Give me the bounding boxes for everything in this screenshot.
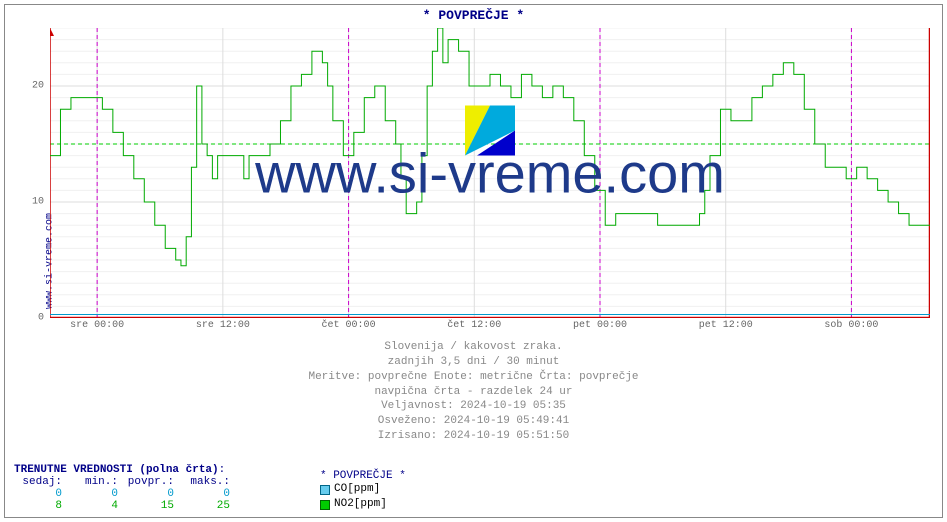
x-tick-label: sre 12:00	[196, 320, 250, 331]
y-tick-label: 10	[32, 197, 44, 208]
y-tick-label: 0	[38, 313, 44, 324]
legend-label: NO2[ppm]	[334, 497, 387, 512]
meta-line: Meritve: povprečne Enote: metrične Črta:…	[0, 370, 947, 385]
plot-svg	[50, 28, 930, 318]
y-tick-label: 20	[32, 81, 44, 92]
x-tick-label: čet 12:00	[447, 320, 501, 331]
values-table: TRENUTNE VREDNOSTI (polna črta): sedaj:m…	[14, 464, 238, 512]
legend: * POVPREČJE * CO[ppm]NO2[ppm]	[320, 470, 406, 512]
table-cell: 25	[182, 500, 238, 512]
x-tick-label: sre 00:00	[70, 320, 124, 331]
table-col-header: povpr.:	[126, 476, 182, 488]
table-row: 841525	[14, 500, 238, 512]
legend-item: NO2[ppm]	[320, 497, 406, 512]
plot-area: 01020 www.si-vreme.com	[50, 28, 930, 318]
meta-line: Izrisano: 2024-10-19 05:51:50	[0, 429, 947, 444]
table-cell: 0	[14, 488, 70, 500]
legend-label: CO[ppm]	[334, 482, 380, 497]
meta-line: Slovenija / kakovost zraka.	[0, 340, 947, 355]
table-col-header: min.:	[70, 476, 126, 488]
meta-line: Veljavnost: 2024-10-19 05:35	[0, 399, 947, 414]
meta-line: Osveženo: 2024-10-19 05:49:41	[0, 414, 947, 429]
x-tick-label: pet 00:00	[573, 320, 627, 331]
meta-line: navpična črta - razdelek 24 ur	[0, 385, 947, 400]
x-ticks: sre 00:00 sre 12:00 čet 00:00 čet 12:00 pet …	[50, 320, 930, 336]
meta-line: zadnjih 3,5 dni / 30 minut	[0, 355, 947, 370]
table-header: TRENUTNE VREDNOSTI (polna črta)	[14, 464, 219, 476]
colon: :	[219, 464, 226, 476]
table-cell: 0	[70, 488, 126, 500]
table-cell: 15	[126, 500, 182, 512]
legend-swatch	[320, 500, 330, 510]
table-row: 0000	[14, 488, 238, 500]
legend-swatch	[320, 485, 330, 495]
x-tick-label: pet 12:00	[699, 320, 753, 331]
table-cell: 0	[126, 488, 182, 500]
table-cell: 8	[14, 500, 70, 512]
x-tick-label: sob 00:00	[824, 320, 878, 331]
legend-title: * POVPREČJE *	[320, 470, 406, 482]
table-col-header: maks.:	[182, 476, 238, 488]
table-cell: 0	[182, 488, 238, 500]
x-tick-label: čet 00:00	[322, 320, 376, 331]
meta-info: Slovenija / kakovost zraka.zadnjih 3,5 d…	[0, 340, 947, 444]
legend-item: CO[ppm]	[320, 482, 406, 497]
table-cell: 4	[70, 500, 126, 512]
chart-title: * POVPREČJE *	[0, 8, 947, 23]
table-col-header: sedaj:	[14, 476, 70, 488]
